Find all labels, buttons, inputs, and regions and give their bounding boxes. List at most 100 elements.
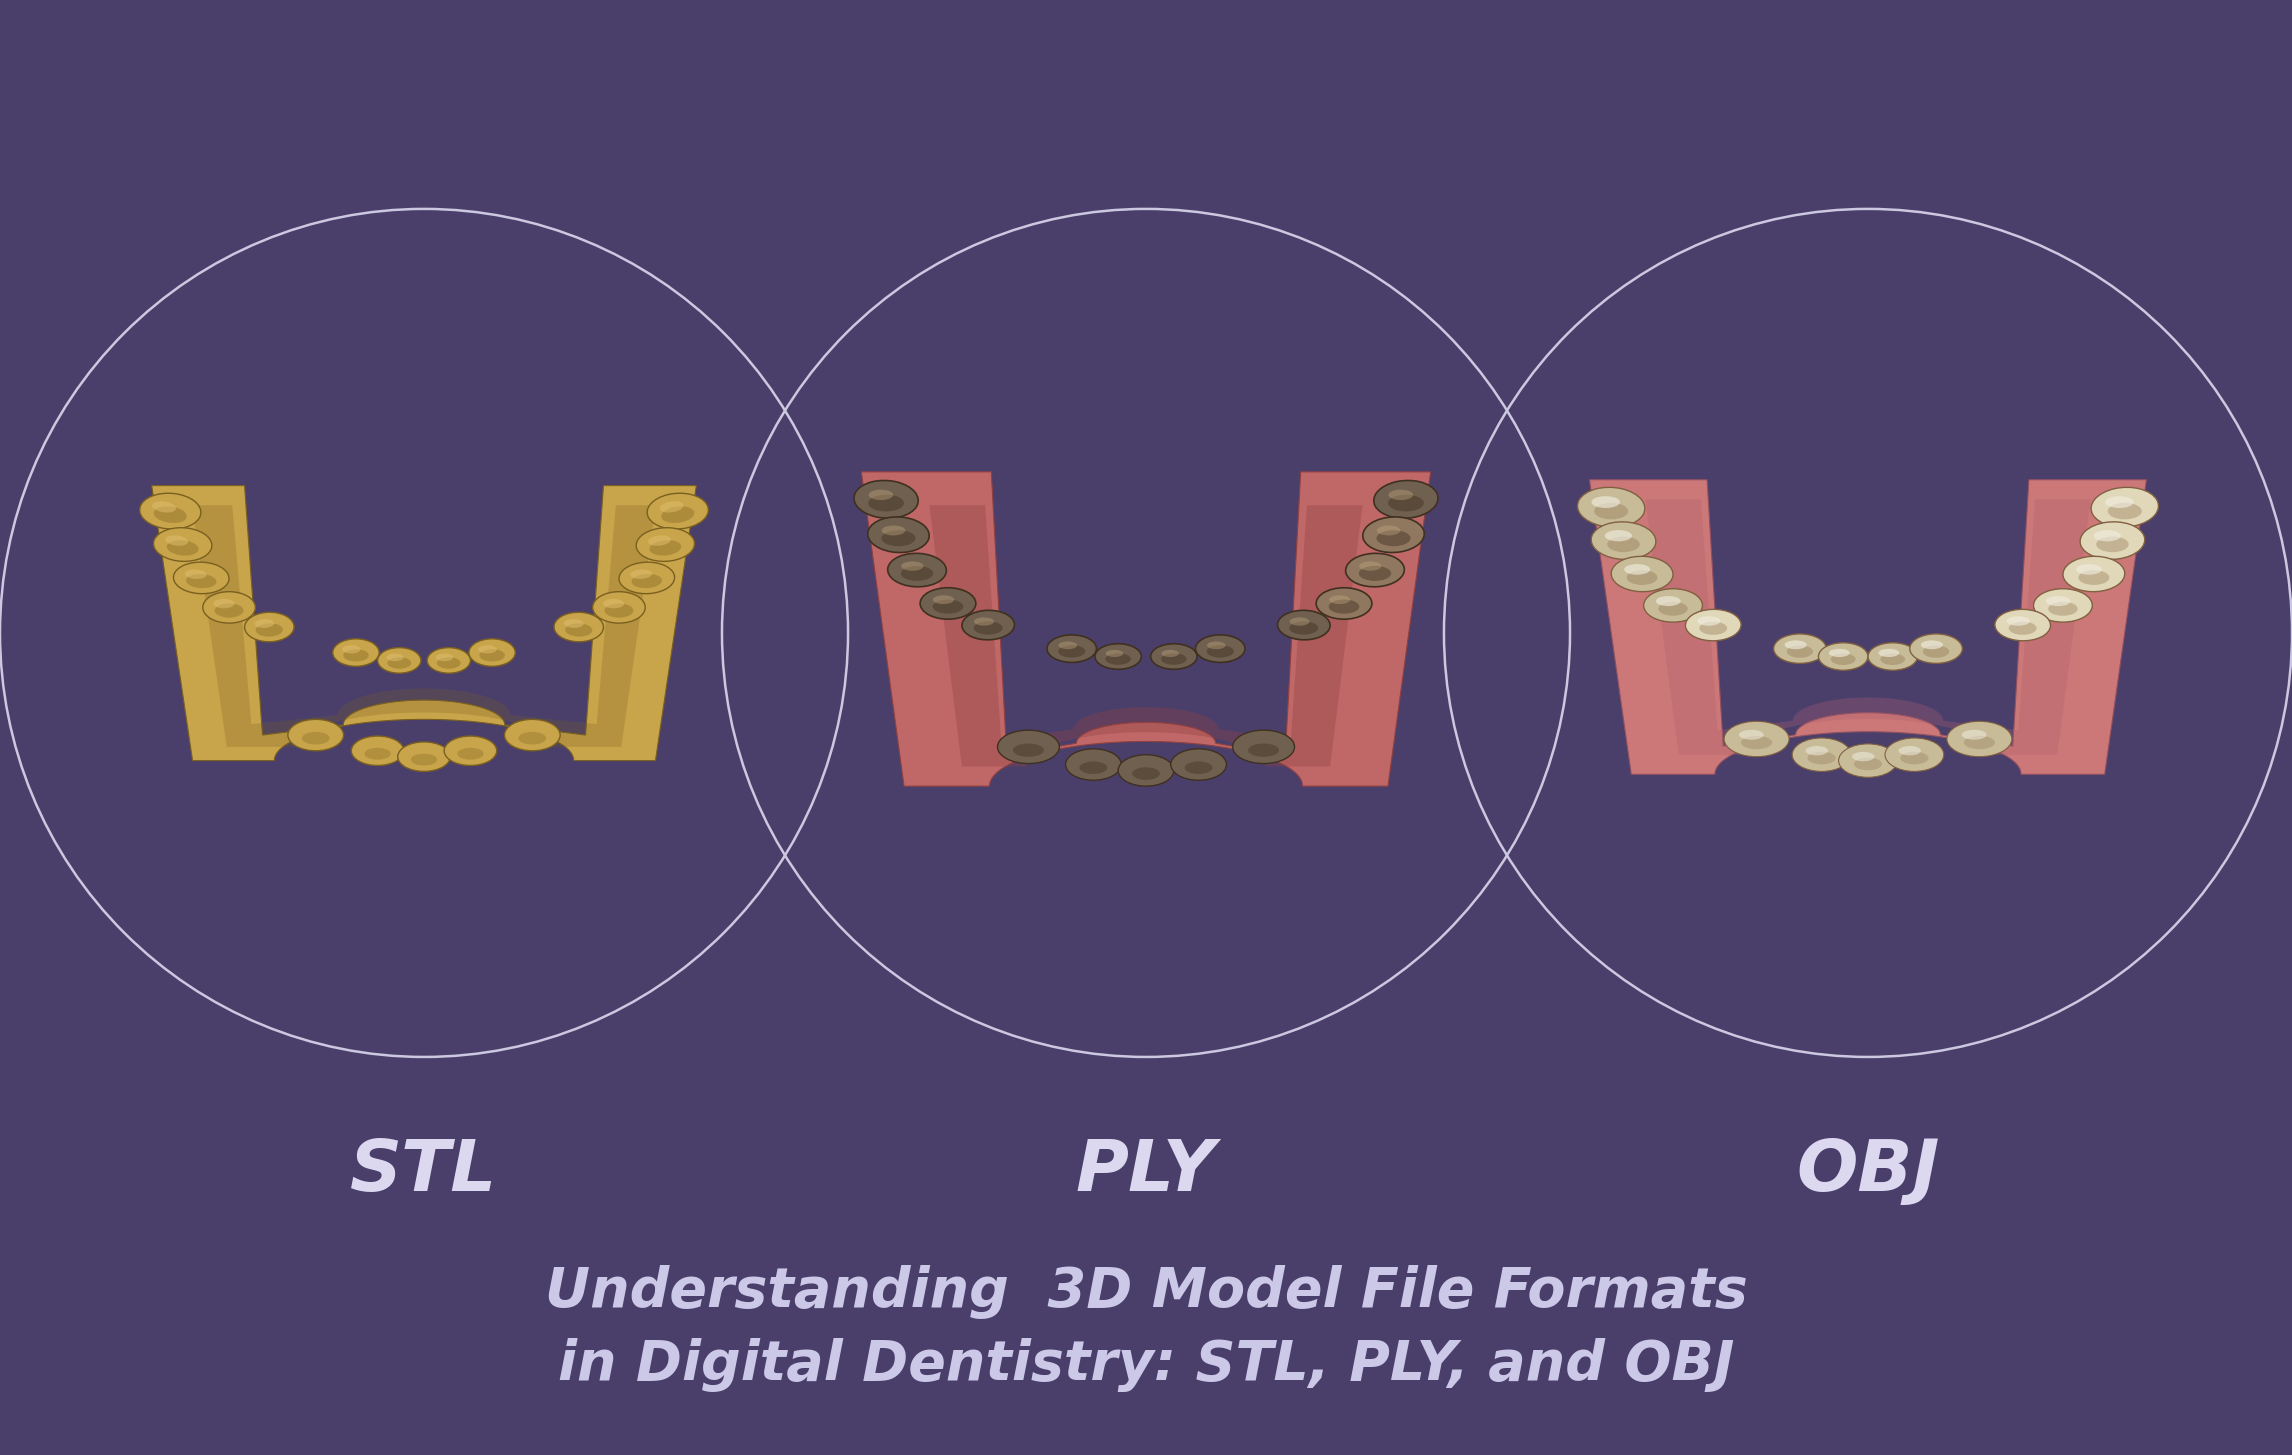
- Ellipse shape: [855, 480, 919, 518]
- Ellipse shape: [882, 530, 915, 546]
- Ellipse shape: [1577, 487, 1646, 527]
- Ellipse shape: [1831, 653, 1857, 665]
- Ellipse shape: [378, 647, 422, 674]
- Ellipse shape: [1685, 610, 1742, 640]
- Ellipse shape: [1196, 634, 1245, 662]
- Ellipse shape: [1740, 730, 1765, 739]
- Ellipse shape: [901, 562, 924, 570]
- Ellipse shape: [933, 599, 963, 614]
- Ellipse shape: [1059, 645, 1086, 658]
- Ellipse shape: [435, 653, 454, 661]
- Ellipse shape: [1643, 589, 1703, 623]
- Ellipse shape: [410, 754, 438, 765]
- Polygon shape: [931, 505, 1361, 767]
- Ellipse shape: [1595, 503, 1627, 519]
- Ellipse shape: [1185, 761, 1212, 774]
- Ellipse shape: [637, 528, 694, 562]
- Ellipse shape: [1879, 649, 1900, 658]
- Ellipse shape: [399, 742, 449, 771]
- Ellipse shape: [1627, 570, 1657, 585]
- Ellipse shape: [1059, 642, 1077, 649]
- Ellipse shape: [974, 617, 995, 626]
- Ellipse shape: [174, 562, 229, 594]
- Ellipse shape: [1854, 758, 1882, 770]
- Ellipse shape: [344, 649, 369, 662]
- Ellipse shape: [426, 647, 470, 674]
- Ellipse shape: [186, 569, 206, 579]
- Ellipse shape: [630, 569, 653, 579]
- Ellipse shape: [1774, 634, 1827, 663]
- Ellipse shape: [997, 730, 1059, 764]
- Ellipse shape: [518, 732, 545, 745]
- Ellipse shape: [1742, 736, 1772, 749]
- Ellipse shape: [1364, 517, 1423, 553]
- Ellipse shape: [479, 645, 497, 653]
- Ellipse shape: [1946, 722, 2012, 757]
- Ellipse shape: [2047, 597, 2070, 607]
- Ellipse shape: [303, 732, 330, 745]
- Ellipse shape: [963, 610, 1015, 640]
- Ellipse shape: [1607, 537, 1639, 553]
- Ellipse shape: [2077, 565, 2102, 575]
- Ellipse shape: [566, 623, 591, 637]
- Ellipse shape: [1852, 752, 1875, 761]
- Ellipse shape: [869, 490, 894, 501]
- Ellipse shape: [649, 540, 681, 556]
- Ellipse shape: [1373, 480, 1437, 518]
- Text: Understanding  3D Model File Formats: Understanding 3D Model File Formats: [545, 1264, 1747, 1320]
- Ellipse shape: [1724, 722, 1790, 757]
- Ellipse shape: [1013, 744, 1043, 757]
- Ellipse shape: [470, 639, 516, 666]
- Polygon shape: [193, 505, 656, 746]
- Ellipse shape: [387, 658, 410, 669]
- Ellipse shape: [1208, 642, 1226, 649]
- Ellipse shape: [564, 618, 584, 629]
- Ellipse shape: [1962, 730, 1987, 739]
- Ellipse shape: [1316, 588, 1373, 620]
- Ellipse shape: [1591, 496, 1620, 508]
- Ellipse shape: [2093, 530, 2120, 541]
- Ellipse shape: [1923, 646, 1948, 658]
- Ellipse shape: [151, 501, 176, 512]
- Ellipse shape: [649, 535, 672, 546]
- Ellipse shape: [154, 506, 188, 522]
- Ellipse shape: [1792, 738, 1852, 771]
- Ellipse shape: [165, 535, 188, 546]
- Ellipse shape: [1162, 650, 1178, 658]
- Ellipse shape: [2049, 602, 2077, 615]
- Ellipse shape: [1611, 556, 1673, 592]
- Polygon shape: [862, 471, 1430, 786]
- Text: PLY: PLY: [1075, 1136, 1217, 1206]
- Ellipse shape: [2006, 617, 2031, 626]
- Ellipse shape: [1066, 749, 1121, 780]
- Ellipse shape: [1625, 565, 1650, 575]
- Ellipse shape: [202, 592, 254, 623]
- Ellipse shape: [1171, 749, 1226, 780]
- Text: in Digital Dentistry: STL, PLY, and OBJ: in Digital Dentistry: STL, PLY, and OBJ: [557, 1337, 1735, 1392]
- Ellipse shape: [933, 595, 953, 604]
- Ellipse shape: [1389, 495, 1423, 512]
- Ellipse shape: [1829, 649, 1850, 658]
- Ellipse shape: [1900, 752, 1928, 764]
- Polygon shape: [151, 486, 697, 761]
- Ellipse shape: [245, 613, 293, 642]
- Text: STL: STL: [351, 1136, 497, 1206]
- Ellipse shape: [1105, 653, 1130, 665]
- Ellipse shape: [342, 645, 360, 653]
- Ellipse shape: [1249, 744, 1279, 757]
- Ellipse shape: [1377, 530, 1410, 546]
- Ellipse shape: [445, 736, 497, 765]
- Ellipse shape: [2079, 570, 2109, 585]
- Ellipse shape: [1206, 645, 1233, 658]
- Ellipse shape: [1921, 640, 1944, 649]
- Ellipse shape: [154, 528, 211, 562]
- Ellipse shape: [1818, 643, 1868, 671]
- Ellipse shape: [2109, 503, 2141, 519]
- Ellipse shape: [1233, 730, 1295, 764]
- Ellipse shape: [1377, 525, 1400, 535]
- Ellipse shape: [1118, 755, 1174, 786]
- Polygon shape: [1646, 499, 2090, 755]
- Ellipse shape: [646, 493, 708, 530]
- Ellipse shape: [438, 658, 461, 669]
- Ellipse shape: [167, 540, 199, 556]
